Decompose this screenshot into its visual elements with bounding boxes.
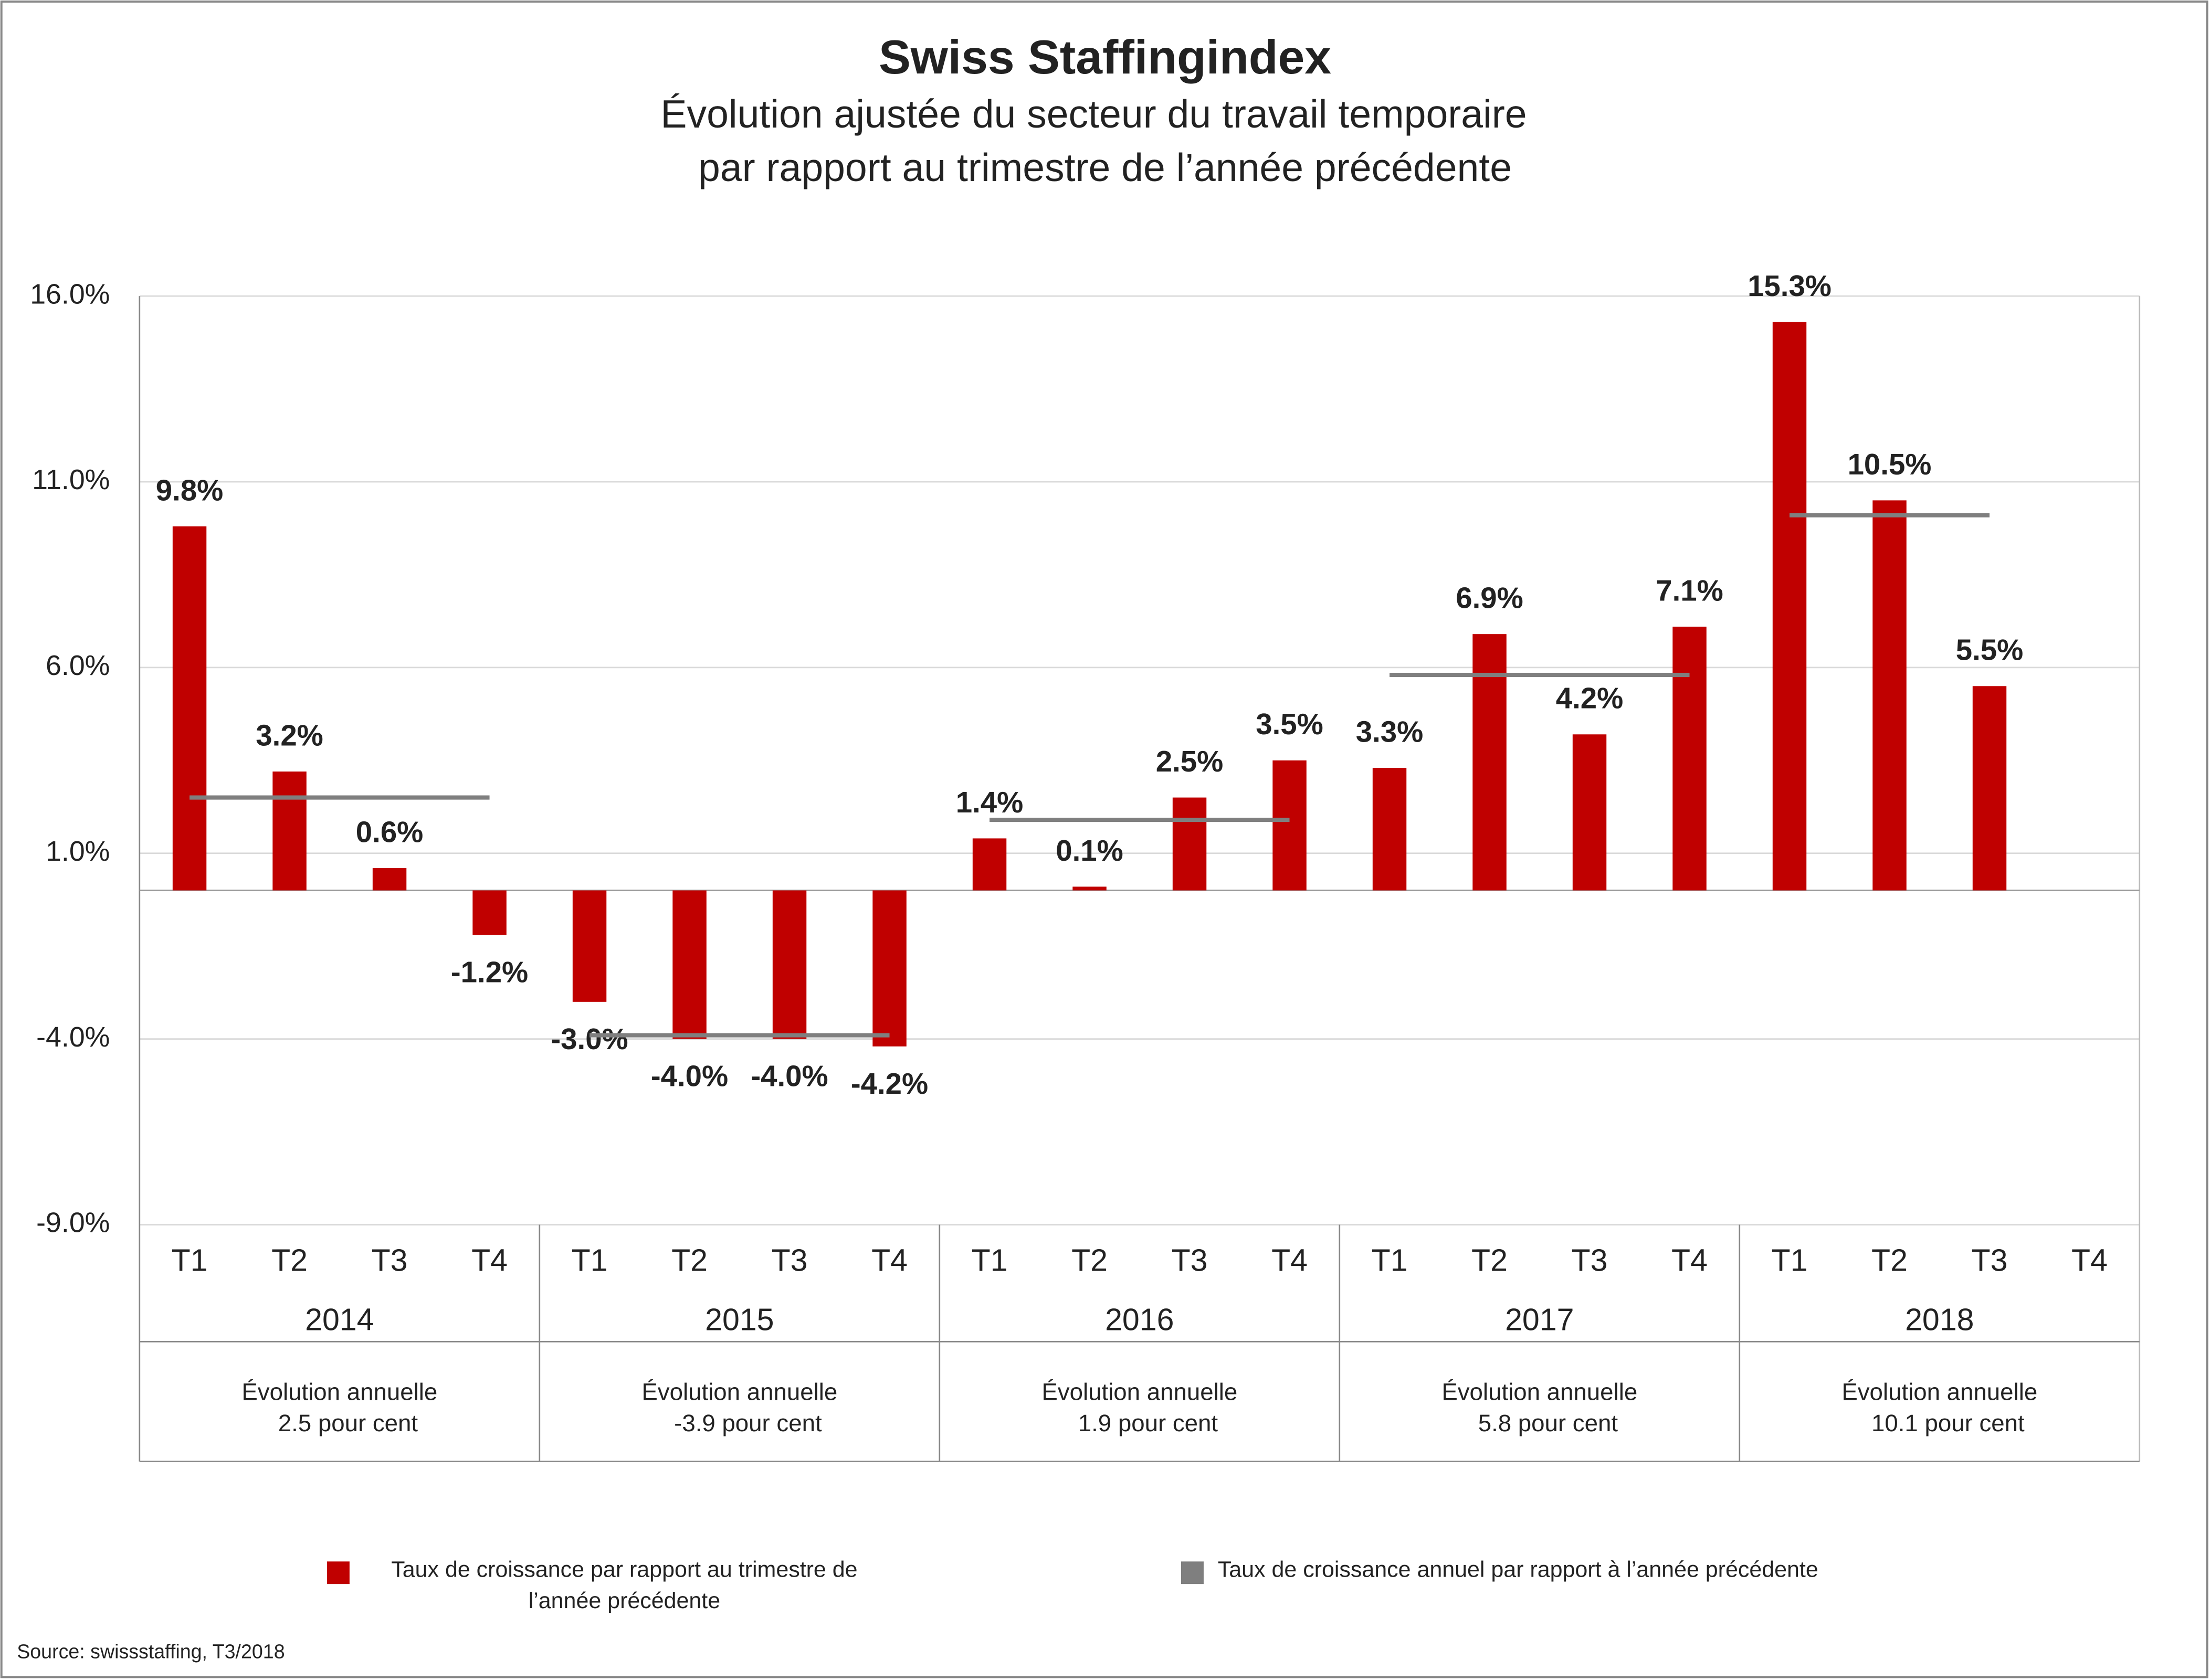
annual-value: 2.5 pour cent bbox=[278, 1410, 418, 1436]
x-tick-label: T3 bbox=[1572, 1243, 1608, 1278]
data-label: 9.8% bbox=[156, 473, 224, 506]
x-tick-label: T4 bbox=[2071, 1243, 2108, 1278]
y-tick-label: -4.0% bbox=[36, 1021, 110, 1053]
data-label: 10.5% bbox=[1848, 448, 1932, 481]
bar bbox=[672, 890, 707, 1039]
x-tick-label: T4 bbox=[871, 1243, 908, 1278]
bar bbox=[1772, 322, 1807, 891]
chart-subtitle: Évolution ajustée du secteur du travail … bbox=[660, 92, 1527, 136]
data-label: 3.5% bbox=[1256, 707, 1323, 741]
x-tick-label: T4 bbox=[1671, 1243, 1708, 1278]
data-label: 4.2% bbox=[1556, 682, 1624, 715]
data-label: 2.5% bbox=[1156, 745, 1223, 778]
legend-text: Taux de croissance par rapport au trimes… bbox=[391, 1558, 858, 1614]
annual-label: Évolution annuelle bbox=[1041, 1379, 1237, 1406]
bar bbox=[572, 890, 607, 1002]
bar bbox=[772, 890, 807, 1039]
bar bbox=[1372, 767, 1407, 891]
year-label: 2016 bbox=[1105, 1302, 1174, 1337]
data-label: 3.2% bbox=[256, 719, 323, 752]
x-tick-label: T3 bbox=[372, 1243, 408, 1278]
x-tick-label: T4 bbox=[471, 1243, 508, 1278]
x-tick-label: T2 bbox=[671, 1243, 708, 1278]
y-tick-label: 6.0% bbox=[46, 650, 110, 681]
year-label: 2017 bbox=[1505, 1302, 1574, 1337]
legend-text: Taux de croissance annuel par rapport à … bbox=[1217, 1558, 1818, 1583]
annual-label: Évolution annuelle bbox=[1441, 1379, 1637, 1406]
data-label: 1.4% bbox=[956, 786, 1023, 819]
data-label: 15.3% bbox=[1748, 269, 1832, 302]
x-tick-label: T1 bbox=[1772, 1243, 1808, 1278]
annual-label: Évolution annuelle bbox=[1841, 1379, 2037, 1406]
annual-value: 5.8 pour cent bbox=[1478, 1410, 1618, 1436]
annual-label: Évolution annuelle bbox=[641, 1379, 837, 1406]
bar bbox=[1572, 734, 1607, 891]
x-tick-label: T4 bbox=[1271, 1243, 1308, 1278]
legend-label: Taux de croissance annuel par rapport à … bbox=[1217, 1558, 1818, 1583]
x-tick-label: T1 bbox=[572, 1243, 608, 1278]
y-tick-label: -9.0% bbox=[36, 1207, 110, 1239]
data-label: -4.0% bbox=[651, 1060, 728, 1093]
bar bbox=[272, 772, 307, 891]
bar bbox=[972, 838, 1007, 891]
chart-subtitle: par rapport au trimestre de l’année préc… bbox=[698, 145, 1512, 189]
annual-label: Évolution annuelle bbox=[241, 1379, 437, 1406]
y-tick-label: 11.0% bbox=[32, 464, 110, 495]
annual-value: 10.1 pour cent bbox=[1871, 1410, 2025, 1436]
data-label: -3.0% bbox=[551, 1022, 628, 1055]
x-tick-label: T2 bbox=[271, 1243, 308, 1278]
data-label: -1.2% bbox=[451, 956, 528, 989]
bar bbox=[1272, 760, 1307, 891]
legend-label: Taux de croissance par rapport au trimes… bbox=[391, 1558, 858, 1614]
x-tick-label: T3 bbox=[1172, 1243, 1208, 1278]
year-label: 2018 bbox=[1905, 1302, 1974, 1337]
bar bbox=[872, 890, 907, 1047]
bar bbox=[1072, 886, 1107, 891]
x-tick-label: T1 bbox=[172, 1243, 208, 1278]
x-tick-label: T3 bbox=[1972, 1243, 2008, 1278]
x-tick-label: T2 bbox=[1471, 1243, 1508, 1278]
x-tick-label: T2 bbox=[1871, 1243, 1908, 1278]
x-tick-label: T1 bbox=[972, 1243, 1008, 1278]
data-label: -4.0% bbox=[751, 1060, 828, 1093]
data-label: 0.6% bbox=[356, 816, 424, 849]
x-tick-label: T3 bbox=[772, 1243, 808, 1278]
x-tick-label: T1 bbox=[1372, 1243, 1408, 1278]
bar bbox=[472, 890, 507, 935]
y-tick-label: 16.0% bbox=[30, 278, 110, 310]
data-label: -4.2% bbox=[851, 1067, 928, 1100]
legend-swatch bbox=[1181, 1561, 1204, 1584]
annual-value: 1.9 pour cent bbox=[1078, 1410, 1218, 1436]
y-tick-label: 1.0% bbox=[46, 836, 110, 867]
bar bbox=[1172, 797, 1207, 891]
bar bbox=[1472, 634, 1507, 891]
source: Source: swissstaffing, T3/2018 bbox=[17, 1641, 285, 1663]
bar bbox=[1872, 500, 1907, 891]
data-label: 0.1% bbox=[1056, 834, 1123, 867]
bar bbox=[1672, 627, 1707, 891]
bar bbox=[172, 526, 207, 891]
bar bbox=[1972, 686, 2007, 891]
x-tick-label: T2 bbox=[1071, 1243, 1108, 1278]
annual-value: -3.9 pour cent bbox=[674, 1410, 822, 1436]
legend-swatch bbox=[327, 1561, 350, 1584]
year-label: 2015 bbox=[705, 1302, 774, 1337]
data-label: 3.3% bbox=[1356, 715, 1424, 748]
data-label: 5.5% bbox=[1956, 633, 2024, 667]
chart-title: Swiss Staffingindex bbox=[879, 30, 1331, 84]
data-label: 7.1% bbox=[1656, 574, 1723, 607]
bar bbox=[372, 868, 407, 891]
year-label: 2014 bbox=[305, 1302, 374, 1337]
data-label: 6.9% bbox=[1456, 582, 1523, 615]
